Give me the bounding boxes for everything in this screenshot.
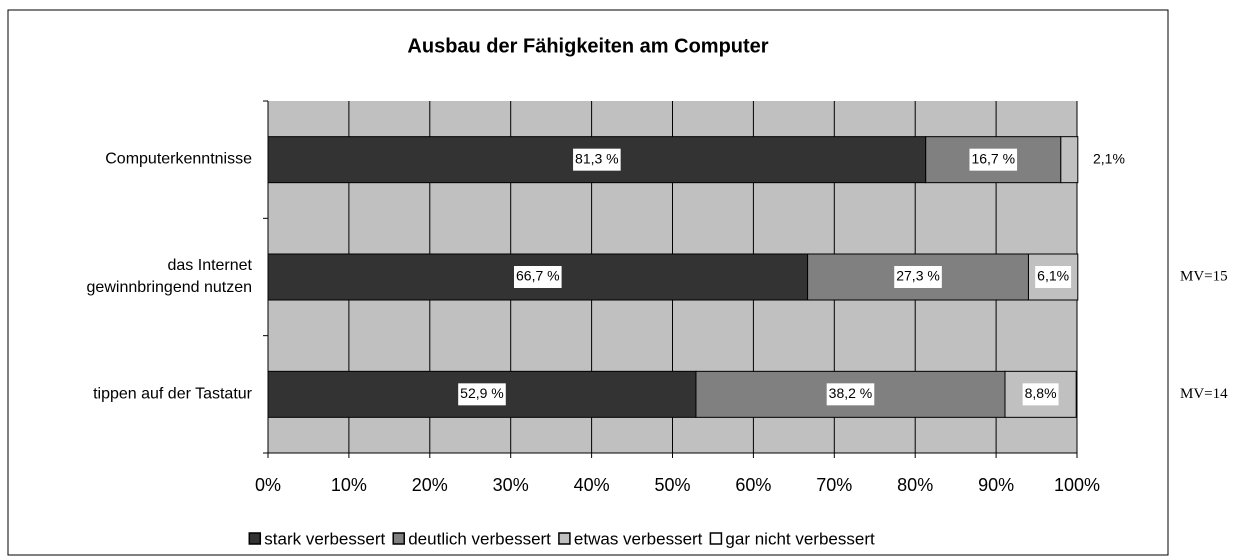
y-tick-label: das Internet gewinnbringend nutzen: [87, 257, 253, 296]
value-label-group: 8,8%: [1022, 383, 1059, 406]
value-label-group: 81,3 %: [573, 148, 621, 171]
value-label-group: 27,3 %: [894, 266, 942, 288]
side-label: MV=14: [1180, 386, 1228, 402]
bar-segment: [1060, 136, 1079, 184]
value-label-box: [826, 383, 875, 406]
x-tick-label: 100%: [1054, 475, 1100, 495]
x-tick-label: 20%: [412, 475, 448, 495]
legend: stark verbessert deutlich verbessert etwas…: [248, 529, 875, 548]
value-label-box: [514, 266, 562, 288]
value-label-box: [969, 148, 1018, 171]
value-label-group: 52,9 %: [458, 383, 506, 406]
value-label-group: 6,1%: [1035, 266, 1072, 288]
legend-swatch: [248, 532, 262, 545]
legend-label: deutlich verbessert: [408, 529, 551, 548]
value-label: 6,1%: [1037, 268, 1069, 284]
x-tick-label: 10%: [331, 475, 367, 495]
legend-swatch: [709, 532, 723, 545]
value-label-group: 38,2 %: [826, 383, 875, 406]
x-tick-label: 40%: [574, 475, 610, 495]
value-label-box: [458, 383, 506, 406]
value-label-box: [1022, 383, 1059, 406]
x-tick-label: 30%: [493, 475, 529, 495]
value-label: 16,7 %: [971, 150, 1015, 166]
side-label: MV=15: [1180, 268, 1228, 284]
value-label-box: [573, 148, 621, 171]
value-label-group: 16,7 %: [969, 148, 1018, 171]
legend-label: etwas verbessert: [574, 529, 703, 548]
value-label-group: 2,1%: [1093, 150, 1125, 166]
x-tick-label: 50%: [654, 475, 690, 495]
chart-title: Ausbau der Fähigkeiten am Computer: [407, 35, 768, 57]
legend-label: stark verbessert: [264, 529, 385, 548]
x-tick-label: 0%: [255, 475, 281, 495]
value-label: 2,1%: [1093, 150, 1125, 166]
value-label-box: [1035, 266, 1072, 288]
value-label-box: [894, 266, 942, 288]
value-label: 81,3 %: [575, 150, 619, 166]
legend-swatch: [392, 532, 405, 545]
x-tick-label: 70%: [816, 475, 852, 495]
value-label-group: 66,7 %: [514, 266, 562, 288]
legend-swatch: [558, 532, 571, 545]
value-label: 8,8%: [1025, 385, 1057, 401]
y-tick-label: tippen auf der Tastatur: [93, 386, 253, 403]
y-tick-label: Computerkenntnisse: [105, 151, 252, 168]
value-label: 52,9 %: [460, 385, 504, 401]
x-tick-label: 80%: [897, 475, 933, 495]
legend-label: gar nicht verbessert: [725, 529, 875, 548]
value-label: 27,3 %: [896, 268, 940, 284]
x-tick-label: 60%: [735, 475, 771, 495]
value-label: 66,7 %: [516, 268, 560, 284]
value-label: 38,2 %: [829, 385, 873, 401]
x-tick-label: 90%: [978, 475, 1014, 495]
